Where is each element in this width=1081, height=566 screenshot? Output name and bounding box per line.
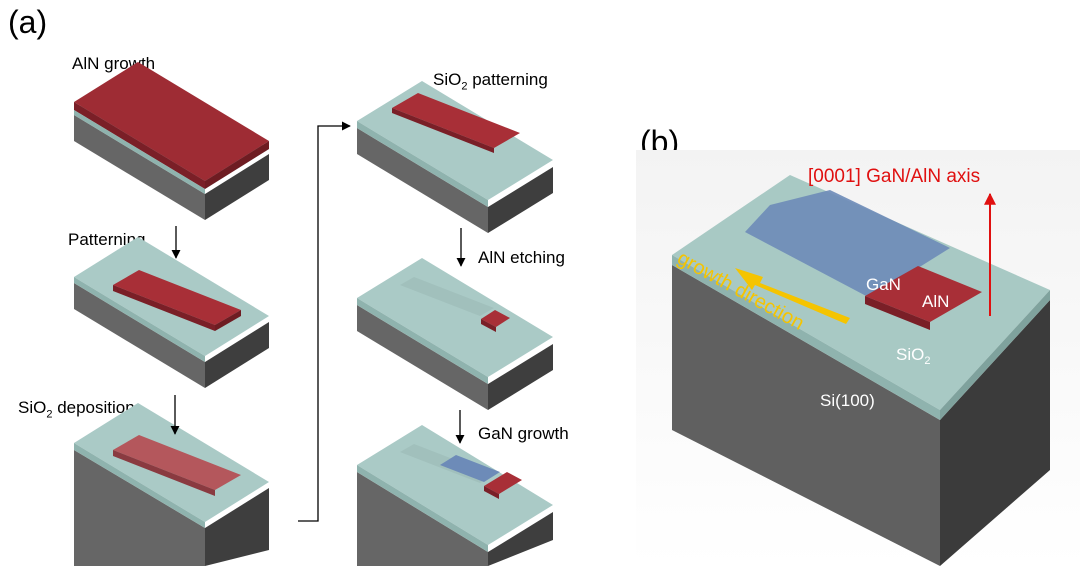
panel-b-illustration [636, 150, 1080, 566]
gan-label: GaN [866, 275, 901, 294]
block-aln-growth [74, 62, 269, 220]
sio2-label: SiO2 [896, 345, 930, 367]
gan-nanostructure [745, 190, 950, 298]
step-patterning-label: Patterning [68, 230, 146, 249]
block-sio2-patterning [357, 81, 553, 233]
step-gan-growth-label: GaN growth [478, 424, 569, 443]
aln-label: AlN [922, 292, 949, 311]
step-aln-etching-label: AlN etching [478, 248, 565, 267]
panel-a-label: (a) [8, 4, 48, 40]
axis-label: [0001] GaN/AlN axis [808, 166, 980, 187]
aln-seed [865, 266, 982, 322]
block-gan-growth [357, 425, 553, 566]
arrow-column-connector [298, 121, 351, 522]
substrate-label: Si(100) [820, 391, 875, 410]
block-sio2-deposition [74, 403, 269, 566]
growth-direction-arrow [735, 268, 850, 324]
step-sio2-patterning-label: SiO2 patterning [433, 70, 548, 93]
block-patterning [74, 237, 269, 388]
block-aln-etching [357, 258, 553, 410]
step-sio2-deposition-label: SiO2 deposition [18, 398, 135, 421]
